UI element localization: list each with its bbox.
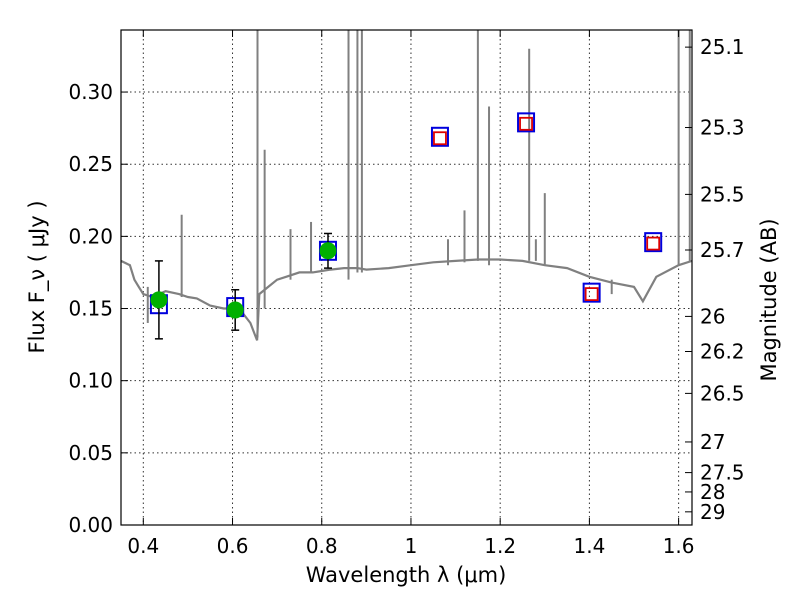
x-tick-label: 0.8 — [306, 534, 338, 558]
y-tick-label: 0.20 — [68, 224, 113, 248]
y-tick-label: 0.00 — [68, 513, 113, 537]
spectrum-layer — [121, 30, 692, 341]
right-tick-label: 29 — [700, 500, 725, 524]
right-tick-label: 26.2 — [700, 339, 745, 363]
x-axis-label: Wavelength λ (μm) — [306, 563, 507, 587]
y-tick-label: 0.05 — [68, 441, 113, 465]
observed-flux-point — [319, 242, 337, 260]
right-tick-label: 26 — [700, 304, 725, 328]
right-axis-label: Magnitude (AB) — [757, 218, 781, 381]
grid-layer — [121, 30, 692, 526]
spectrum-line — [121, 258, 692, 341]
x-tick-label: 1 — [405, 534, 418, 558]
plot-frame — [120, 29, 693, 526]
x-tick-label: 1.6 — [663, 534, 695, 558]
observed-flux-point — [226, 301, 244, 319]
y-axis-label: Flux F_ν ( μJy ) — [25, 200, 50, 353]
marker-layer — [149, 112, 663, 340]
y-tick-label: 0.10 — [68, 369, 113, 393]
right-tick-label: 27 — [700, 430, 725, 454]
right-tick-label: 27.5 — [700, 461, 745, 485]
upper-limit-square — [584, 287, 599, 301]
y-tick-label: 0.30 — [68, 80, 113, 104]
upper-limit-square — [433, 131, 447, 146]
right-tick-label: 26.5 — [700, 381, 745, 405]
ticks-layer: 0.4 0.6 0.8 1 1.2 1.4 1.6 0.00 0.05 0.10 0.15 0.20 0… — [68, 30, 745, 558]
model-flux-square — [644, 232, 663, 253]
upper-limit-square — [519, 116, 533, 131]
x-tick-label: 1.4 — [573, 534, 605, 558]
model-flux-square — [582, 282, 601, 303]
y-tick-label: 0.15 — [68, 297, 113, 321]
upper-limit-square — [646, 236, 661, 251]
right-tick-label: 25.1 — [700, 35, 745, 59]
x-tick-label: 1.2 — [484, 534, 516, 558]
x-tick-label: 0.4 — [127, 534, 159, 558]
right-tick-label: 25.5 — [700, 182, 745, 206]
x-tick-label: 0.6 — [217, 534, 249, 558]
right-tick-label: 25.7 — [700, 238, 745, 262]
observed-flux-point — [150, 291, 168, 309]
model-flux-square — [430, 126, 449, 147]
right-tick-label: 28 — [700, 480, 725, 504]
model-flux-square — [517, 112, 536, 133]
y-tick-label: 0.25 — [68, 152, 113, 176]
right-tick-label: 25.3 — [700, 116, 745, 140]
